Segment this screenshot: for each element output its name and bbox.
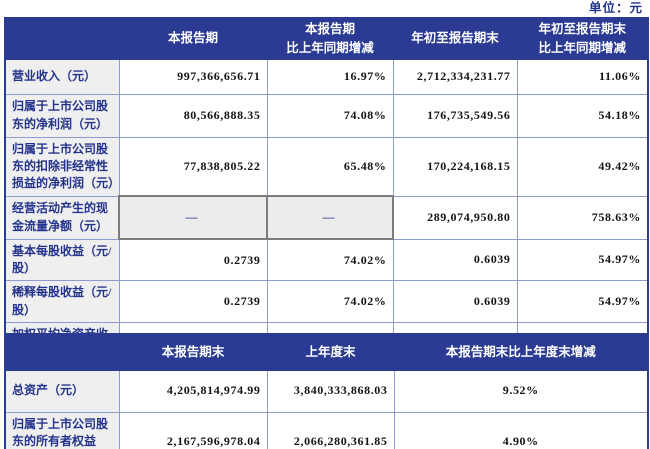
value-cell: 9.52% — [393, 369, 649, 413]
table-row-basic-eps: 基本每股收益（元/股） 0.2739 74.02% 0.6039 54.97% — [4, 238, 649, 282]
row-label: 经营活动产生的现金流量净额（元） — [4, 195, 120, 240]
row-label: 归属于上市公司股东的扣除非经常性损益的净利润（元） — [4, 136, 120, 197]
value-cell: 54.18% — [516, 93, 649, 138]
row-label: 归属于上市公司股东的所有者权益（元） — [4, 411, 120, 449]
value-cell: 170,224,168.15 — [392, 136, 518, 197]
row-label: 稀释每股收益（元/股） — [4, 280, 120, 324]
table2-header-prev-year-end: 上年度末 — [266, 333, 395, 371]
table-row-net-profit-excl-nonrecurring: 归属于上市公司股东的扣除非经常性损益的净利润（元） 77,838,805.22 … — [4, 136, 649, 197]
table2-header-blank — [4, 333, 120, 371]
value-cell: 77,838,805.22 — [118, 136, 268, 197]
value-cell: 0.6039 — [392, 280, 518, 324]
value-cell: 176,735,549.56 — [392, 93, 518, 138]
value-cell: 49.42% — [516, 136, 649, 197]
table2-header-period-end: 本报告期末 — [118, 333, 268, 371]
table1-header-current-period: 本报告期 — [118, 17, 268, 60]
table1-header-ytd-change: 年初至报告期末 比上年同期增减 — [516, 17, 649, 60]
value-cell: 2,712,334,231.77 — [392, 58, 518, 95]
table-row-net-profit: 归属于上市公司股东的净利润（元） 80,566,888.35 74.08% 17… — [4, 93, 649, 138]
value-cell: 289,074,950.80 — [392, 195, 518, 240]
table-row-total-assets: 总资产（元） 4,205,814,974.99 3,840,333,868.03… — [4, 369, 649, 413]
value-cell: 80,566,888.35 — [118, 93, 268, 138]
table1-header-current-period-change: 本报告期 比上年同期增减 — [266, 17, 394, 60]
value-cell: 2,167,596,978.04 — [118, 411, 268, 449]
table-row-owners-equity: 归属于上市公司股东的所有者权益（元） 2,167,596,978.04 2,06… — [4, 411, 649, 449]
row-label: 总资产（元） — [4, 369, 120, 413]
value-cell: 54.97% — [516, 238, 649, 282]
value-cell: 997,366,656.71 — [118, 58, 268, 95]
value-cell: 2,066,280,361.85 — [266, 411, 395, 449]
table-row-revenue: 营业收入（元） 997,366,656.71 16.97% 2,712,334,… — [4, 58, 649, 95]
value-cell: 0.2739 — [118, 238, 268, 282]
value-cell: 16.97% — [266, 58, 394, 95]
value-cell: 4,205,814,974.99 — [118, 369, 268, 413]
row-label: 营业收入（元） — [4, 58, 120, 95]
table1-header-ytd: 年初至报告期末 — [392, 17, 518, 60]
value-cell: 4.90% — [393, 411, 649, 449]
table-row-operating-cash-flow: 经营活动产生的现金流量净额（元） — — 289,074,950.80 758.… — [4, 195, 649, 241]
value-cell: 3,840,333,868.03 — [266, 369, 395, 413]
value-cell: 74.08% — [266, 93, 394, 138]
value-cell: 0.2739 — [118, 280, 268, 324]
table-row-diluted-eps: 稀释每股收益（元/股） 0.2739 74.02% 0.6039 54.97% — [4, 280, 649, 324]
value-cell: 758.63% — [516, 195, 649, 240]
value-cell: 11.06% — [516, 58, 649, 95]
row-label: 归属于上市公司股东的净利润（元） — [4, 93, 120, 138]
value-cell-dash: — — [118, 195, 268, 241]
table1-header-blank — [4, 17, 120, 60]
value-cell: 65.48% — [266, 136, 394, 197]
row-label: 基本每股收益（元/股） — [4, 238, 120, 282]
value-cell: 74.02% — [266, 238, 394, 282]
value-cell: 0.6039 — [392, 238, 518, 282]
value-cell: 54.97% — [516, 280, 649, 324]
table2-header-change: 本报告期末比上年度末增减 — [393, 333, 649, 371]
value-cell-dash: — — [266, 195, 394, 241]
balance-sheet-summary-table: 本报告期末 上年度末 本报告期末比上年度末增减 总资产（元） 4,205,814… — [4, 333, 649, 449]
unit-label: 单位：元 — [588, 1, 643, 15]
table2-header-row: 本报告期末 上年度末 本报告期末比上年度末增减 — [4, 333, 649, 371]
quarterly-results-table: 本报告期 本报告期 比上年同期增减 年初至报告期末 年初至报告期末 比上年同期增减 … — [4, 17, 649, 367]
value-cell: 74.02% — [266, 280, 394, 324]
table1-header-row: 本报告期 本报告期 比上年同期增减 年初至报告期末 年初至报告期末 比上年同期增减 — [4, 17, 649, 60]
